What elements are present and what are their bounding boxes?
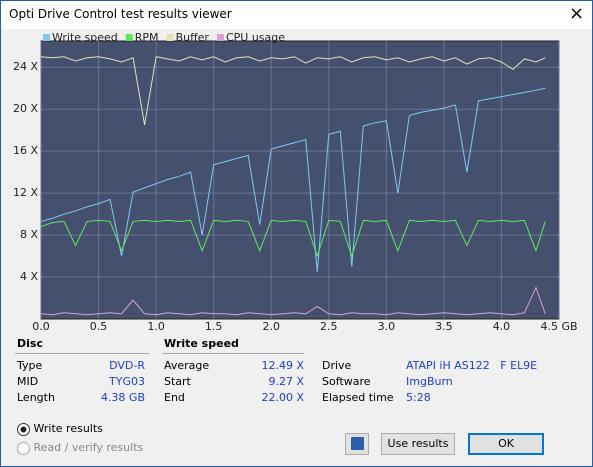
series-line (40, 219, 546, 258)
ok-button[interactable]: OK (468, 433, 544, 455)
series-line (40, 56, 546, 126)
info-value: ImgBurn (406, 375, 453, 388)
y-tick-label: 8 X (20, 228, 38, 241)
series-line (40, 286, 546, 316)
x-tick-label: 2.0 (262, 320, 280, 333)
close-button[interactable]: × (569, 3, 585, 24)
info-label: Elapsed time (322, 391, 394, 404)
x-tick-label: 3.5 (435, 320, 453, 333)
legend-label: CPU usage (226, 31, 285, 44)
chart: 4 X 8 X 12 X 16 X 20 X 24 X 0.0 0.5 1.0 1.5 2.0 2.5… (13, 31, 578, 333)
info-value: ATAPI iH AS122 F EL9E (406, 359, 538, 372)
info-label: MID (17, 375, 39, 388)
x-tick-label: 3.0 (378, 320, 396, 333)
section-heading: Disc (17, 337, 43, 350)
x-tick-label: 4.0 (493, 320, 511, 333)
legend-label: Buffer (176, 31, 210, 44)
plot-area (40, 40, 560, 320)
y-tick-label: 24 X (13, 60, 38, 73)
info-value: TYG03 (109, 375, 145, 388)
y-tick-label: 12 X (13, 186, 38, 199)
x-tick-label: 1.5 (205, 320, 223, 333)
legend-label: RPM (135, 31, 159, 44)
legend-swatch (125, 34, 133, 41)
info-value: 9.27 X (268, 375, 304, 388)
radio-write[interactable]: Write results (17, 422, 103, 436)
legend-swatch (166, 34, 174, 41)
info-label: Type (17, 359, 43, 372)
info-value: 4.38 GB (100, 391, 145, 404)
info-value: 12.49 X (261, 359, 304, 372)
x-tick-label: 4.5 GB (540, 320, 577, 333)
use-results-button[interactable]: Use results (381, 433, 455, 455)
info-label: Start (164, 375, 191, 388)
info-value: DVD-R (109, 359, 145, 372)
x-tick-label: 0.5 (90, 320, 108, 333)
series-line (40, 87, 546, 272)
legend-swatch (216, 34, 224, 41)
title-bar: Opti Drive Control test results viewer × (1, 1, 592, 29)
y-tick-label: 4 X (20, 270, 38, 283)
info-label: Average (164, 359, 210, 372)
radio-label: Read / verify results (33, 441, 144, 454)
info-label: End (164, 391, 185, 404)
info-value: 22.00 X (261, 391, 304, 404)
info-label: Drive (322, 359, 352, 372)
x-tick-label: 1.0 (147, 320, 165, 333)
info-label: Software (322, 375, 371, 388)
legend-swatch (43, 34, 50, 41)
info-value: 5:28 (406, 391, 431, 404)
y-tick-label: 20 X (13, 102, 38, 115)
window-title: Opti Drive Control test results viewer (9, 7, 232, 21)
x-tick-label: 2.5 (320, 320, 338, 333)
save-button[interactable] (345, 433, 369, 455)
legend-label: Write speed (52, 31, 118, 44)
radio-label: Write results (33, 422, 103, 435)
y-tick-label: 16 X (13, 144, 38, 157)
info-label: Length (17, 391, 55, 404)
radio-read[interactable]: Read / verify results (17, 441, 143, 455)
x-tick-label: 0.0 (32, 320, 50, 333)
section-heading: Write speed (164, 337, 239, 350)
